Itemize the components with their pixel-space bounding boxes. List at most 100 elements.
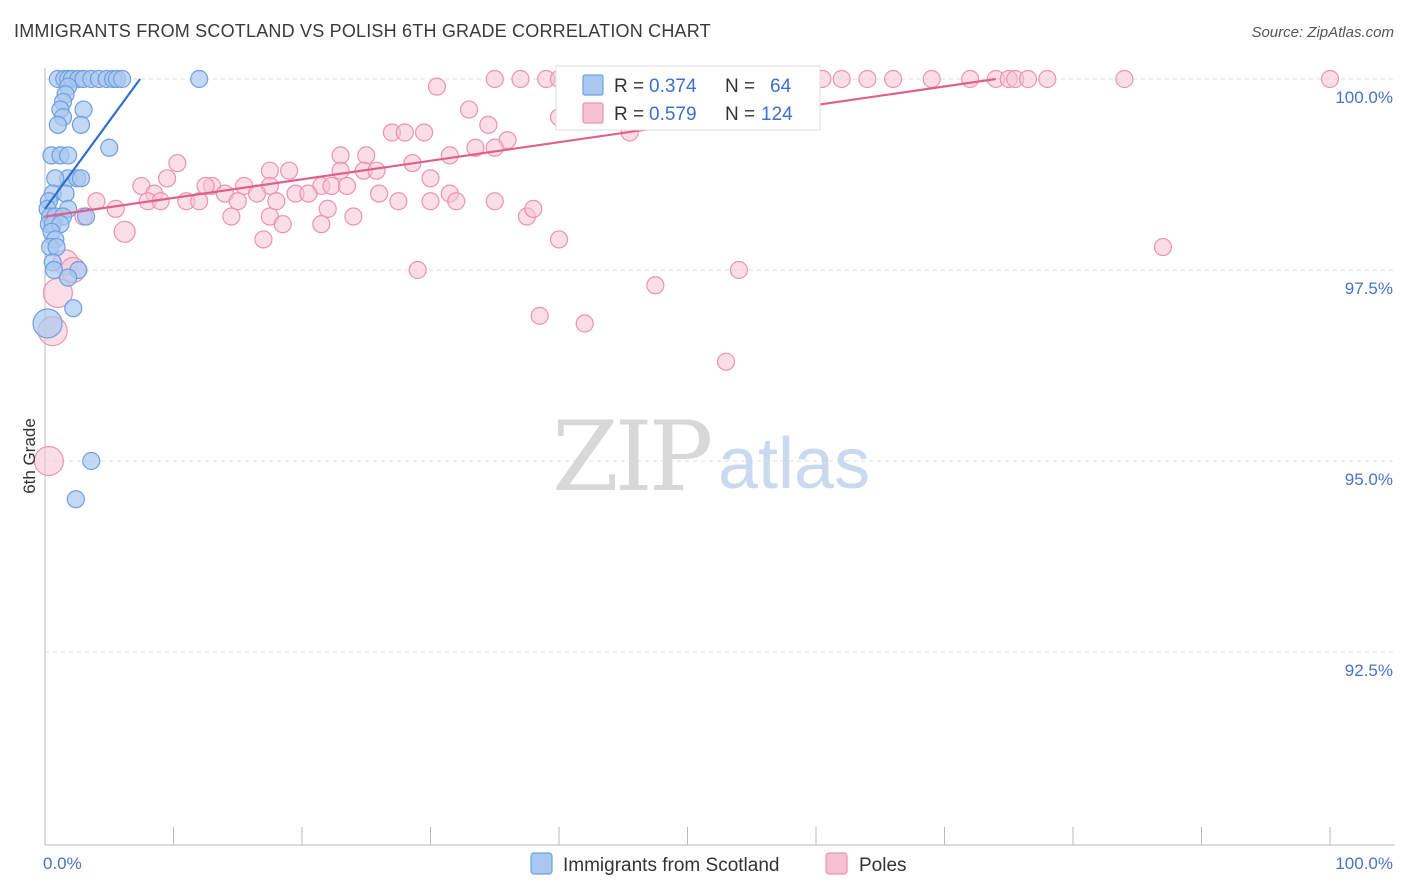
poles-point (421, 169, 440, 188)
legend-swatch-scotland (582, 74, 604, 96)
poles-point (168, 153, 187, 173)
poles-point (459, 100, 479, 119)
legend-swatch-poles (582, 102, 604, 124)
y-tick-label: 95.0% (1345, 470, 1393, 489)
poles-point (1115, 69, 1134, 89)
scotland-point (59, 146, 78, 165)
legend-r-label: R = (614, 76, 644, 97)
poles-trend-line (44, 77, 997, 218)
trend-lines (44, 77, 997, 218)
poles-point (260, 161, 279, 180)
y-tick-label: 92.5% (1345, 661, 1393, 680)
y-tick-label: 97.5% (1345, 279, 1393, 298)
poles-point (716, 352, 736, 371)
legend-r-label: R = (614, 104, 644, 125)
poles-point (367, 161, 386, 180)
legend-n-value: 64 (770, 76, 792, 97)
poles-point (33, 445, 64, 477)
poles-point (408, 260, 427, 280)
stats-legend: R = 0.374 N = 64 R = 0.579 N = 124 (555, 65, 821, 131)
poles-point (485, 138, 504, 157)
scotland-point (100, 138, 119, 157)
x-tick-label: 100.0% (1335, 854, 1393, 873)
poles-point (1153, 237, 1173, 257)
poles-point (447, 192, 466, 211)
poles-point (267, 192, 286, 211)
scotland-points (32, 69, 209, 509)
poles-point (961, 69, 980, 89)
poles-point (273, 215, 292, 234)
poles-point (427, 77, 447, 96)
poles-point (357, 146, 376, 165)
poles-point (832, 69, 851, 89)
poles-point (466, 138, 485, 157)
grid-lines: 100.0% 97.5% 95.0% 92.5% (45, 78, 1395, 680)
poles-point (318, 199, 337, 218)
scotland-point (112, 69, 132, 89)
poles-point (157, 169, 177, 188)
legend-n-label: N = (725, 76, 755, 97)
poles-point (196, 176, 215, 196)
legend-n-value: 124 (761, 104, 793, 125)
scotland-point (64, 299, 83, 318)
poles-point (549, 230, 569, 249)
poles-point (485, 192, 504, 211)
poles-point (254, 230, 273, 249)
poles-point (344, 207, 363, 226)
legend-r-value: 0.374 (649, 76, 697, 97)
legend-r-value: 0.579 (649, 104, 697, 125)
poles-point (1018, 69, 1038, 89)
poles-point (1320, 69, 1340, 89)
poles-point (479, 115, 498, 134)
legend-label-poles: Poles (859, 855, 907, 876)
poles-point (389, 192, 408, 211)
poles-point (299, 184, 318, 203)
poles-point (222, 207, 241, 226)
watermark-zip: ZIP (552, 401, 711, 513)
poles-point (113, 220, 136, 243)
poles-point (280, 161, 299, 180)
poles-point (524, 199, 543, 218)
poles-point (883, 69, 903, 89)
poles-point (337, 176, 357, 196)
source-credit: Source: ZipAtlas.com (1251, 24, 1394, 41)
poles-point (190, 192, 209, 211)
scotland-point (44, 260, 64, 280)
poles-point (858, 69, 877, 89)
scotland-trend-line (44, 78, 141, 210)
scotland-point (71, 169, 91, 188)
scotland-point (74, 100, 93, 119)
poles-point (312, 215, 331, 234)
poles-point (511, 69, 530, 89)
poles-point (485, 69, 504, 89)
poles-point (922, 69, 941, 89)
chart-title: IMMIGRANTS FROM SCOTLAND VS POLISH 6TH G… (14, 21, 711, 41)
poles-point (322, 176, 341, 196)
legend-swatch-poles (825, 852, 848, 875)
scotland-point (82, 451, 101, 471)
scotland-point (66, 490, 85, 509)
y-tick-label: 100.0% (1335, 88, 1393, 107)
scotland-point (48, 115, 67, 134)
poles-point (646, 276, 665, 295)
watermark: ZIP atlas (552, 401, 870, 513)
scotland-point (59, 268, 78, 287)
scotland-point (32, 308, 63, 339)
scotland-point (190, 69, 209, 89)
poles-point (414, 123, 434, 142)
poles-point (421, 192, 440, 211)
poles-point (395, 123, 414, 142)
scotland-point (71, 115, 91, 134)
watermark-atlas: atlas (718, 424, 870, 504)
poles-point (729, 260, 749, 280)
poles-point (331, 146, 350, 165)
scotland-point (47, 237, 66, 257)
poles-point (575, 314, 594, 333)
poles-point (1038, 69, 1057, 89)
poles-point (370, 184, 389, 203)
legend-swatch-scotland (530, 852, 553, 875)
scotland-point (46, 169, 65, 188)
legend-label-scotland: Immigrants from Scotland (563, 855, 779, 876)
legend-n-label: N = (725, 104, 755, 125)
